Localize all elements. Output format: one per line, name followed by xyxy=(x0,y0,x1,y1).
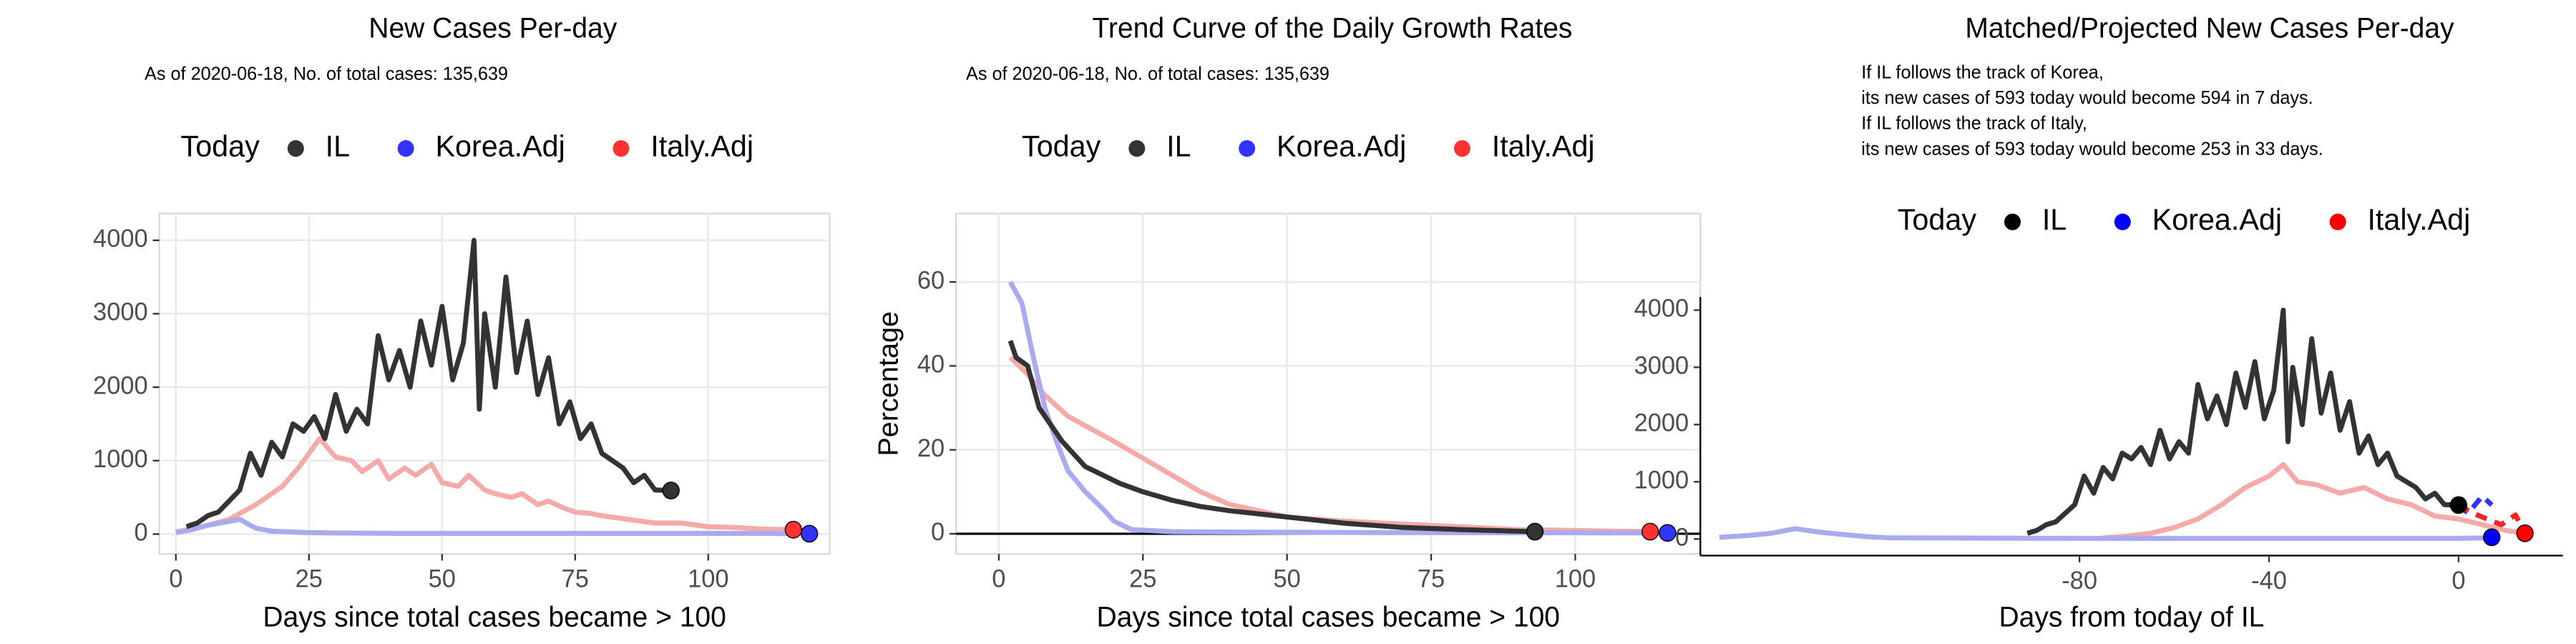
series-line xyxy=(1008,280,1668,536)
series-line xyxy=(1008,356,1651,535)
chart-title: Matched/Projected New Cases Per-day xyxy=(1965,12,2454,44)
series-line xyxy=(2026,307,2459,536)
y-tick-label: 1000 xyxy=(1634,467,1689,494)
legend-marker xyxy=(2329,213,2346,230)
x-tick-label: 75 xyxy=(1418,565,1445,592)
x-tick-label: 0 xyxy=(992,565,1005,592)
y-tick-label: 4000 xyxy=(1634,295,1689,322)
series-line xyxy=(175,436,789,535)
x-tick-label: 50 xyxy=(429,565,456,592)
legend-label: Korea.Adj xyxy=(1277,129,1406,162)
series-line xyxy=(1719,526,2492,541)
today-point xyxy=(2449,496,2468,514)
subtitle: If IL follows the track of Korea, xyxy=(1861,62,2104,82)
y-tick-label: 0 xyxy=(931,519,945,546)
y-tick-label: 1000 xyxy=(93,446,148,473)
y-tick-label: 2000 xyxy=(93,372,148,399)
legend-label: Korea.Adj xyxy=(435,129,565,162)
series-line xyxy=(175,517,799,537)
legend-marker xyxy=(2004,213,2021,230)
y-axis-label: Percentage xyxy=(873,311,904,457)
x-tick-label: 100 xyxy=(688,565,728,592)
legend-marker xyxy=(1128,140,1146,157)
legend-label: Italy.Adj xyxy=(2367,203,2470,236)
legend-marker xyxy=(287,140,304,157)
x-axis-label: Days since total cases became > 100 xyxy=(1097,601,1560,633)
y-tick-label: 3000 xyxy=(93,298,148,326)
y-tick-label: 4000 xyxy=(93,225,148,253)
today-point xyxy=(2516,524,2534,542)
legend-marker xyxy=(2114,213,2131,230)
x-axis-label: Days since total cases became > 100 xyxy=(263,601,726,633)
legend-label: IL xyxy=(326,129,350,162)
subtitle: As of 2020-06-18, No. of total cases: 13… xyxy=(966,64,1330,84)
y-tick-label: 40 xyxy=(917,351,945,378)
legend-title: Today xyxy=(1022,129,1101,162)
subtitle: its new cases of 593 today would become … xyxy=(1861,88,2313,108)
legend-marker xyxy=(1239,140,1256,157)
series-line xyxy=(1008,340,1536,535)
chart-title: New Cases Per-day xyxy=(369,12,617,44)
x-tick-label: 0 xyxy=(169,565,182,592)
legend-label: Italy.Adj xyxy=(650,129,753,162)
today-point xyxy=(784,520,803,539)
legend-marker xyxy=(397,140,414,157)
today-point xyxy=(1526,522,1544,541)
projection-line xyxy=(2457,502,2527,535)
legend-marker xyxy=(613,140,630,157)
y-tick-label: 2000 xyxy=(1634,409,1689,436)
x-tick-label: 50 xyxy=(1274,565,1301,592)
x-tick-label: -40 xyxy=(2251,567,2287,595)
today-point xyxy=(662,482,680,499)
today-point xyxy=(800,525,819,543)
series-line xyxy=(185,238,671,530)
legend-label: IL xyxy=(1166,129,1191,162)
x-tick-label: 25 xyxy=(1129,565,1156,592)
legend-title: Today xyxy=(181,129,260,162)
subtitle: its new cases of 593 today would become … xyxy=(1861,139,2323,159)
x-tick-label: 0 xyxy=(2451,567,2465,595)
x-tick-label: 75 xyxy=(562,565,589,592)
x-tick-label: 100 xyxy=(1555,565,1596,592)
y-tick-label: 20 xyxy=(917,435,945,462)
plot-panel xyxy=(955,213,1702,555)
series-line xyxy=(2102,462,2526,541)
legend-marker xyxy=(1453,140,1470,157)
legend-label: IL xyxy=(2042,203,2067,236)
x-tick-label: -80 xyxy=(2062,567,2097,595)
subtitle: If IL follows the track of Italy, xyxy=(1861,114,2087,134)
y-tick-label: 3000 xyxy=(1634,352,1689,379)
y-tick-label: 0 xyxy=(134,519,147,546)
legend-label: Korea.Adj xyxy=(2152,203,2282,236)
chart-title: Trend Curve of the Daily Growth Rates xyxy=(1093,12,1573,44)
y-tick-label: 60 xyxy=(917,267,945,294)
today-point xyxy=(1659,524,1677,542)
today-point xyxy=(2483,528,2501,547)
subtitle: As of 2020-06-18, No. of total cases: 13… xyxy=(145,64,508,84)
today-point xyxy=(1641,522,1659,541)
x-tick-label: 25 xyxy=(296,565,323,592)
y-tick-label: 0 xyxy=(1675,524,1689,551)
legend-label: Italy.Adj xyxy=(1492,129,1595,162)
legend-title: Today xyxy=(1898,203,1976,236)
x-axis-label: Days from today of IL xyxy=(1999,601,2265,633)
